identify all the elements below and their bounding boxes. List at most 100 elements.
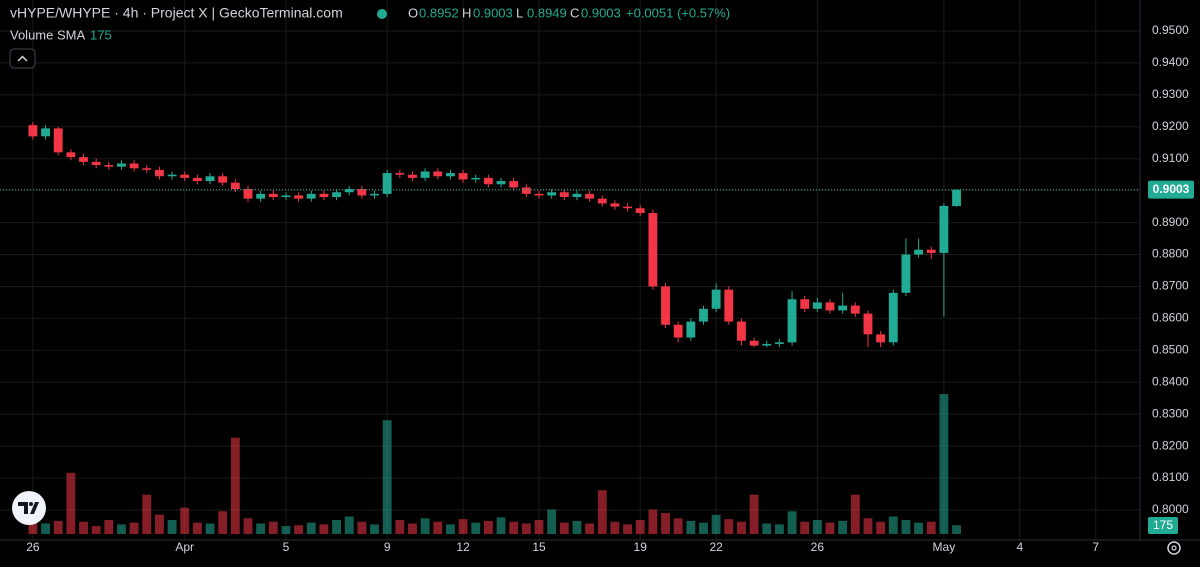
y-tick-label: 0.9100 [1152,151,1189,165]
candle-body [585,193,595,199]
y-tick-label: 0.8500 [1152,342,1189,356]
candle-body [420,171,430,178]
volume-bar [547,509,557,534]
candle-body [205,176,215,182]
volume-bar [41,523,50,534]
candle-body [737,321,746,341]
volume-bar [838,520,848,534]
candle-body [749,340,759,346]
volume-bar [28,518,38,534]
candle-body [547,192,557,196]
y-tick-label: 0.8100 [1152,470,1189,484]
candle-body [521,187,531,194]
candle-body [838,305,848,311]
ohlc-key: L [516,5,523,20]
collapse-button[interactable] [9,48,36,69]
volume-bar [180,507,190,534]
volume-bar [458,519,468,534]
volume-bar [914,522,924,534]
volume-sma-tag-label: 175 [1153,518,1173,532]
y-tick-label: 0.8200 [1152,438,1189,452]
y-tick-label: 0.8600 [1152,311,1189,325]
candle-body [863,313,873,335]
volume-bar [534,520,544,534]
candle-body [597,198,607,204]
ohlc-key: H [462,5,471,20]
candle-body [699,308,708,322]
volume-bar [218,511,228,534]
volume-bar [724,519,734,534]
volume-bar [559,522,569,534]
volume-bar [79,521,88,534]
volume-bar [230,437,240,534]
volume-bar [863,518,873,534]
logo[interactable] [12,491,46,525]
volume-bar [344,516,354,534]
volume-bar [446,524,455,534]
volume-bar [774,524,784,534]
volume-bar [749,494,759,534]
x-tick-label: 4 [1016,540,1023,554]
candle-body [243,189,253,199]
x-tick-label: Apr [175,540,194,554]
volume-bar [901,520,911,534]
candle-body [306,193,316,199]
candle-body [91,161,101,166]
candle-body [268,193,278,198]
change-value: +0.0051 (+0.57%) [626,5,730,20]
candle-body [382,173,392,194]
volume-bar [408,523,417,534]
ohlc-key: O [408,5,418,20]
volume-bar [53,520,63,534]
volume-bar [306,522,316,534]
volume-bar [483,520,493,534]
volume-bar [572,520,582,534]
volume-bar [952,525,961,534]
volume-bar [154,514,164,534]
sma-label: SMA [57,27,86,42]
volume-bar [648,509,658,534]
candle-body [294,195,304,199]
candle-body [686,321,696,338]
candle-body [850,305,860,314]
volume-bar [661,513,670,534]
candle-body [281,195,291,198]
volume-bar [521,523,531,534]
candle-body [724,289,734,322]
candle-body [623,206,632,209]
candle-body [41,128,50,137]
candle-body [901,254,911,293]
candle-body [395,173,405,175]
x-tick-label: 26 [811,540,825,554]
candle-body [28,125,38,137]
volume-bar [711,514,721,534]
ohlc-key: C [570,5,579,20]
candle-body [154,169,164,177]
volume-bar [673,518,683,534]
volume-bar [876,521,886,534]
candle-body [509,181,519,188]
candle-body [635,208,645,213]
candle-body [572,193,582,198]
ohlc-value: 0.9003 [581,5,621,20]
candle-body [914,249,924,255]
volume-bar [192,522,202,534]
volume-bar [420,518,430,534]
volume-bar [762,523,772,534]
settings-button[interactable] [1167,541,1181,555]
y-tick-label: 0.9500 [1152,23,1189,37]
volume-bar [850,494,860,534]
candle-body [534,193,544,196]
y-tick-label: 0.9400 [1152,55,1189,69]
x-tick-label: May [933,540,956,554]
candle-body [876,334,886,343]
volume-bar [939,394,949,534]
volume-bar [395,520,405,534]
candle-body [559,192,569,198]
volume-bar [91,526,101,534]
volume-bar [117,524,126,534]
candle-body [787,299,797,343]
volume-bar [737,521,746,534]
candle-body [180,174,190,178]
candle-body [673,324,683,338]
